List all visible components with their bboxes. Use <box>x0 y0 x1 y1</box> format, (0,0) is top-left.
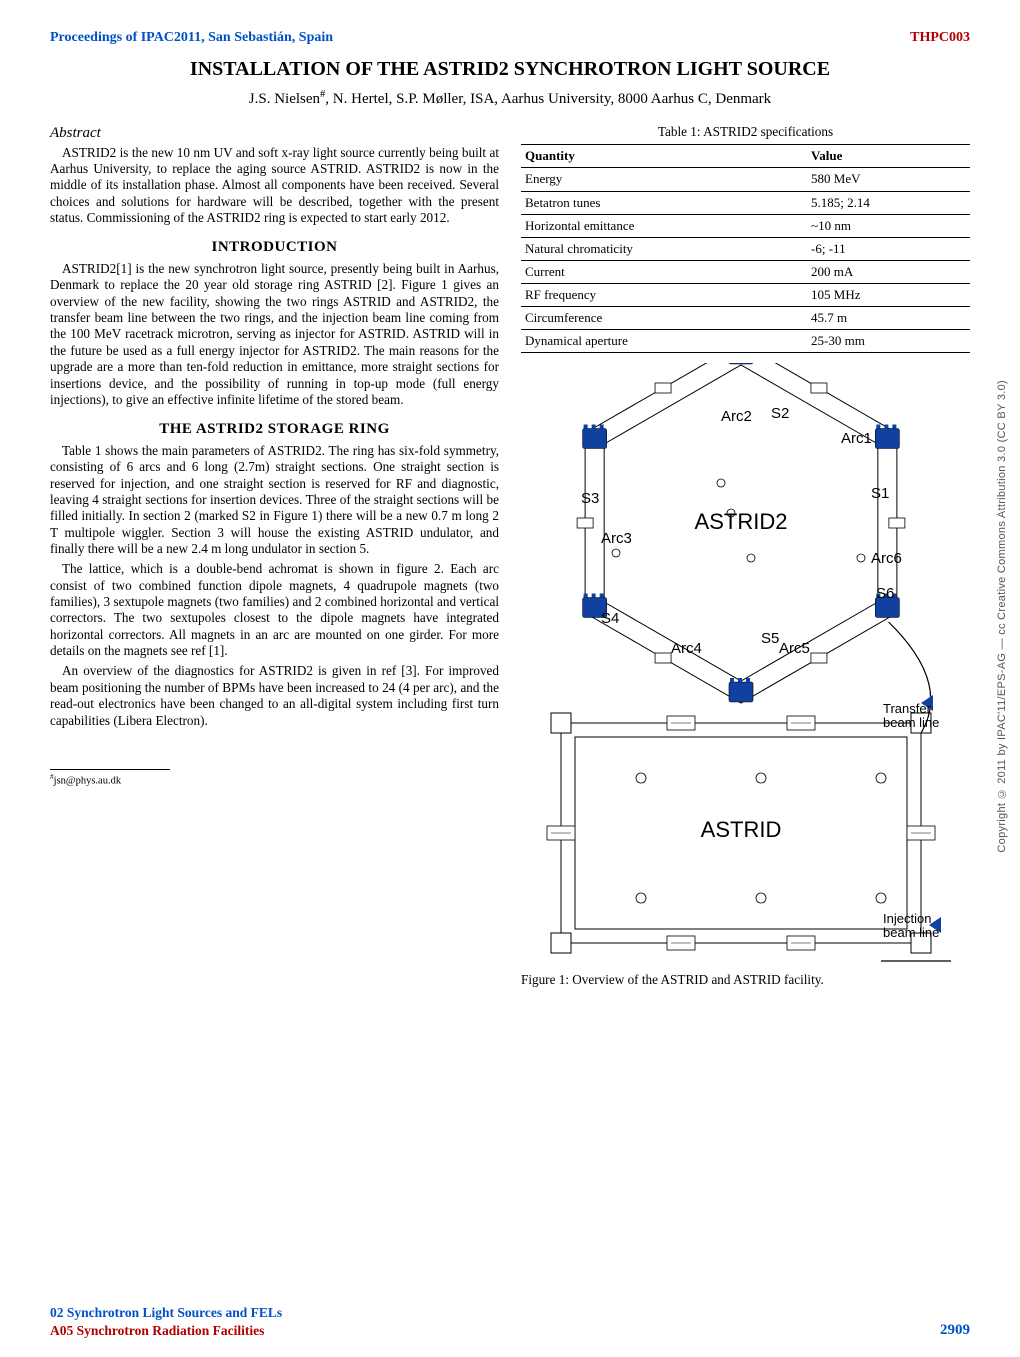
table-row: Natural chromaticity-6; -11 <box>521 237 970 260</box>
table-cell: 200 mA <box>807 260 970 283</box>
svg-text:beam line: beam line <box>883 715 939 730</box>
table-cell: Betatron tunes <box>521 191 807 214</box>
table-row: RF frequency105 MHz <box>521 284 970 307</box>
svg-text:beam line: beam line <box>883 925 939 940</box>
table-row: Dynamical aperture25-30 mm <box>521 330 970 353</box>
table-caption: Table 1: ASTRID2 specifications <box>521 124 970 140</box>
specs-table: Quantity Value Energy580 MeVBetatron tun… <box>521 144 970 353</box>
table-cell: Horizontal emittance <box>521 214 807 237</box>
section-storage-ring: THE ASTRID2 STORAGE RING <box>50 420 499 439</box>
table-cell: 5.185; 2.14 <box>807 191 970 214</box>
table-cell: 580 MeV <box>807 168 970 191</box>
svg-text:Injection: Injection <box>883 911 931 926</box>
svg-text:Arc3: Arc3 <box>601 530 632 547</box>
svg-text:Arc6: Arc6 <box>871 550 902 567</box>
ring-paragraph-1: Table 1 shows the main parameters of AST… <box>50 443 499 558</box>
svg-text:ASTRID: ASTRID <box>701 817 782 842</box>
table-cell: 25-30 mm <box>807 330 970 353</box>
paper-code: THPC003 <box>910 30 970 46</box>
table-cell: ~10 nm <box>807 214 970 237</box>
ring-paragraph-3: An overview of the diagnostics for ASTRI… <box>50 663 499 728</box>
left-column: Abstract ASTRID2 is the new 10 nm UV and… <box>50 124 499 988</box>
right-column: Table 1: ASTRID2 specifications Quantity… <box>521 124 970 988</box>
svg-text:S6: S6 <box>876 585 894 602</box>
svg-text:ASTRID2: ASTRID2 <box>695 509 788 534</box>
authors-line: J.S. Nielsen#, N. Hertel, S.P. Møller, I… <box>50 89 970 108</box>
table-row: Circumference45.7 m <box>521 307 970 330</box>
figure-1-svg: Arc1 Arc2 Arc3 Arc4 Arc5 Arc6 S1 S2 S3 S4 S5 S6 ASTR… <box>521 363 961 963</box>
svg-text:Transfer: Transfer <box>883 701 932 716</box>
page-number: 2909 <box>940 1322 970 1339</box>
ring-paragraph-2: The lattice, which is a double-bend achr… <box>50 561 499 659</box>
table-cell: Natural chromaticity <box>521 237 807 260</box>
section-introduction: INTRODUCTION <box>50 238 499 257</box>
table-cell: Circumference <box>521 307 807 330</box>
copyright-sidebar: Copyright © 2011 by IPAC'11/EPS-AG — cc … <box>996 380 1008 853</box>
intro-paragraph: ASTRID2[1] is the new synchrotron light … <box>50 261 499 408</box>
svg-text:Arc2: Arc2 <box>721 408 752 425</box>
table-header-quantity: Quantity <box>521 145 807 168</box>
table-cell: 105 MHz <box>807 284 970 307</box>
abstract-heading: Abstract <box>50 124 499 143</box>
table-header-value: Value <box>807 145 970 168</box>
table-row: Current200 mA <box>521 260 970 283</box>
svg-text:Arc1: Arc1 <box>841 430 872 447</box>
table-cell: RF frequency <box>521 284 807 307</box>
table-cell: Energy <box>521 168 807 191</box>
svg-text:S4: S4 <box>601 610 619 627</box>
footnote-rule <box>50 769 170 770</box>
table-cell: Dynamical aperture <box>521 330 807 353</box>
figure-1: Arc1 Arc2 Arc3 Arc4 Arc5 Arc6 S1 S2 S3 S4 S5 S6 ASTR… <box>521 363 970 967</box>
bottom-left: 02 Synchrotron Light Sources and FELs A0… <box>50 1305 282 1339</box>
bottom-line-2: A05 Synchrotron Radiation Facilities <box>50 1323 282 1339</box>
svg-text:Arc4: Arc4 <box>671 640 702 657</box>
table-row: Horizontal emittance~10 nm <box>521 214 970 237</box>
table-row: Betatron tunes5.185; 2.14 <box>521 191 970 214</box>
svg-text:S5: S5 <box>761 630 779 647</box>
table-cell: Current <box>521 260 807 283</box>
table-row: Energy580 MeV <box>521 168 970 191</box>
abstract-text: ASTRID2 is the new 10 nm UV and soft x-r… <box>50 145 499 227</box>
table-cell: 45.7 m <box>807 307 970 330</box>
svg-text:S1: S1 <box>871 485 889 502</box>
figure-1-caption: Figure 1: Overview of the ASTRID and AST… <box>521 972 970 988</box>
bottom-line-1: 02 Synchrotron Light Sources and FELs <box>50 1305 282 1321</box>
table-cell: -6; -11 <box>807 237 970 260</box>
svg-text:Arc5: Arc5 <box>779 640 810 657</box>
proceedings-text: Proceedings of IPAC2011, San Sebastián, … <box>50 30 333 46</box>
svg-text:S2: S2 <box>771 405 789 422</box>
footnote: #jsn@phys.au.dk <box>50 772 499 788</box>
svg-text:S3: S3 <box>581 490 599 507</box>
paper-title: INSTALLATION OF THE ASTRID2 SYNCHROTRON … <box>50 58 970 81</box>
